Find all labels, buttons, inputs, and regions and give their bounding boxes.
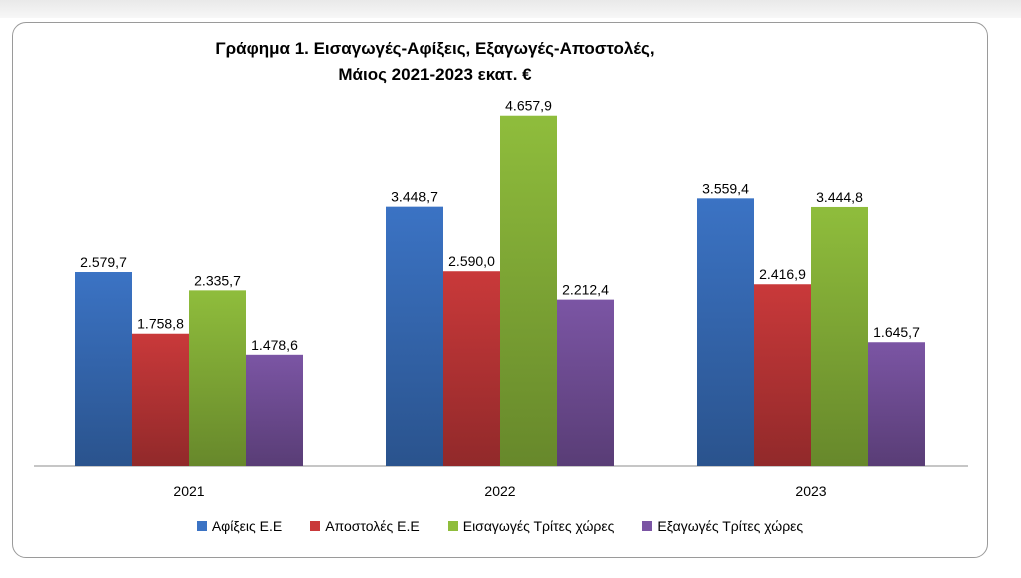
data-label-2021-series-2: 1.758,8 [137,316,184,332]
legend-swatch-3 [447,521,458,531]
x-tick-label-2022: 2022 [484,483,515,499]
data-label-2022-series-4: 2.212,4 [562,282,609,298]
data-label-2022-series-2: 2.590,0 [448,253,495,269]
bar-2021-series-2 [132,333,189,466]
data-label-2023-series-4: 1.645,7 [873,324,920,340]
bar-2023-series-1 [697,198,754,466]
data-label-2021-series-3: 2.335,7 [194,272,241,288]
bar-2022-series-4 [557,299,614,466]
data-label-2021-series-4: 1.478,6 [251,337,298,353]
bar-2023-series-3 [811,206,868,466]
legend-item-3: Εισαγωγές Τρίτες χώρες [447,518,615,534]
x-tick-label-2021: 2021 [173,483,204,499]
data-label-2022-series-1: 3.448,7 [391,189,438,205]
bars-group [75,115,925,466]
legend-item-2: Αποστολές Ε.Ε [310,518,420,534]
legend-item-4: Εξαγωγές Τρίτες χώρες [642,518,803,534]
window-top-bar [0,0,1021,18]
x-tick-labels-group: 2021 2022 2023 [173,483,826,499]
legend-swatch-4 [642,521,653,531]
chart-title: Γράφημα 1. Εισαγωγές-Αφίξεις, Εξαγωγές-Α… [90,36,780,88]
legend-item-1: Αφίξεις Ε.Ε [196,518,283,534]
bar-2022-series-3 [500,115,557,466]
bar-2022-series-2 [443,271,500,466]
legend-swatch-2 [310,521,321,531]
chart-title-line1: Γράφημα 1. Εισαγωγές-Αφίξεις, Εξαγωγές-Α… [215,39,655,58]
bar-2022-series-1 [386,206,443,466]
bar-2021-series-4 [246,354,303,466]
data-label-2021-series-1: 2.579,7 [80,254,127,270]
chart-legend: Αφίξεις Ε.Ε Αποστολές Ε.Ε Εισαγωγές Τρίτες… [0,518,1000,534]
data-label-2023-series-1: 3.559,4 [702,180,749,196]
data-labels-group: 2.579,7 1.758,8 2.335,7 1.478,6 3.448,7 2.590… [80,98,920,353]
legend-label-1: Αφίξεις Ε.Ε [211,518,283,534]
legend-swatch-1 [196,521,207,531]
legend-label-2: Αποστολές Ε.Ε [325,518,420,534]
legend-label-4: Εξαγωγές Τρίτες χώρες [657,518,804,534]
bar-2023-series-2 [754,284,811,466]
data-label-2022-series-3: 4.657,9 [505,98,552,114]
bar-2023-series-4 [868,342,925,466]
data-label-2023-series-3: 3.444,8 [816,189,863,205]
data-label-2023-series-2: 2.416,9 [759,266,806,282]
bar-2021-series-1 [75,272,132,466]
legend-label-3: Εισαγωγές Τρίτες χώρες [462,518,615,534]
x-tick-label-2023: 2023 [795,483,826,499]
bar-2021-series-3 [189,290,246,466]
chart-title-line2: Μάιος 2021-2023 εκατ. € [338,65,532,84]
